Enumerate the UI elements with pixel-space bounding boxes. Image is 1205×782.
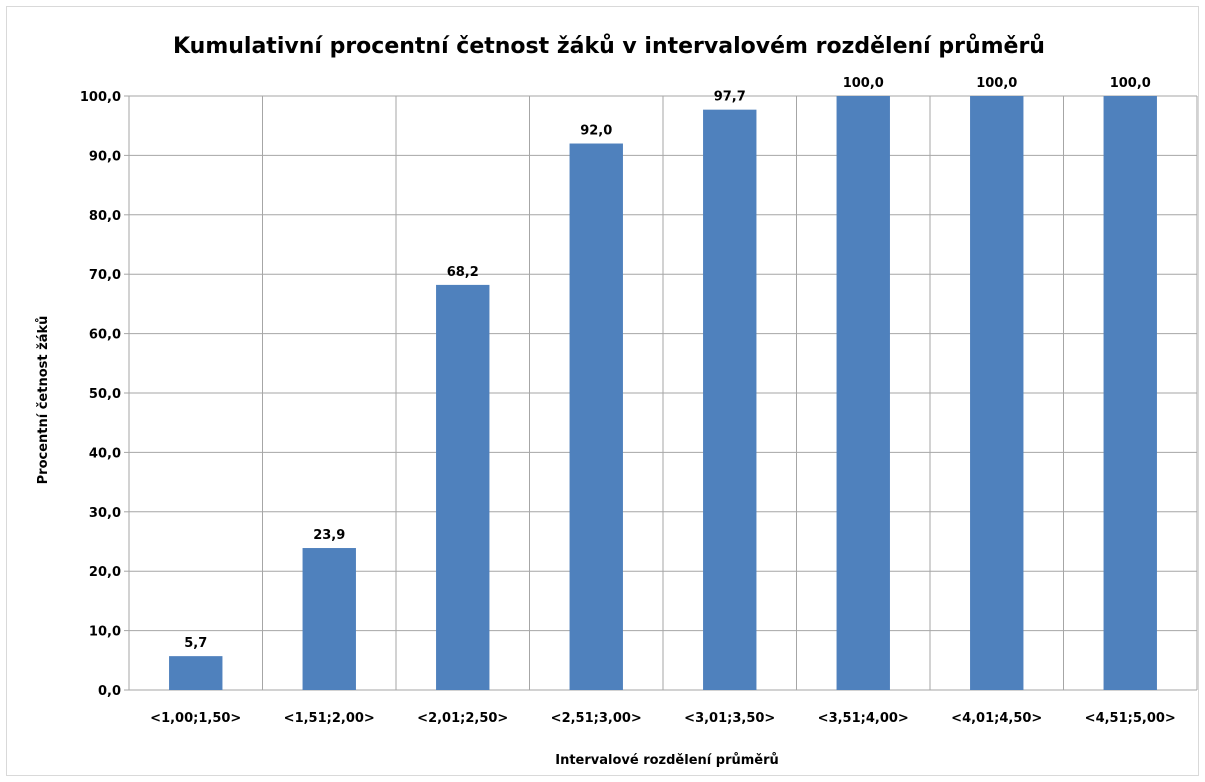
- y-tick-label: 70,0: [89, 268, 121, 283]
- y-tick-label: 30,0: [89, 506, 121, 521]
- data-label: 100,0: [1110, 76, 1151, 91]
- chart-frame: Kumulativní procentní četnost žáků v int…: [6, 6, 1199, 776]
- bar-chart: Kumulativní procentní četnost žáků v int…: [36, 34, 1198, 768]
- y-tick-label: 100,0: [80, 90, 121, 105]
- bar: [569, 143, 623, 690]
- bar: [1103, 96, 1157, 690]
- x-axis-ticks: <1,00;1,50> <1,51;2,00> <2,01;2,50> <2,51;3…: [150, 711, 1176, 726]
- y-tick-label: 80,0: [89, 209, 121, 224]
- data-label: 5,7: [184, 636, 207, 651]
- gridlines: [128, 95, 1198, 691]
- y-axis-ticks: 0,0 10,0 20,0 30,0 40,0 50,0 60,0 70,0 80,0 90,0 1…: [80, 90, 129, 699]
- data-label: 97,7: [714, 90, 746, 105]
- data-label: 100,0: [976, 76, 1017, 91]
- y-tick-label: 50,0: [89, 387, 121, 402]
- data-label: 68,2: [447, 265, 479, 280]
- data-label: 92,0: [580, 124, 612, 139]
- x-tick-label: <4,01;4,50>: [951, 711, 1042, 726]
- y-tick-label: 20,0: [89, 565, 121, 580]
- y-tick-label: 0,0: [98, 684, 121, 699]
- x-tick-label: <3,51;4,00>: [818, 711, 909, 726]
- bar: [970, 96, 1024, 690]
- x-tick-label: <2,01;2,50>: [417, 711, 508, 726]
- y-tick-label: 60,0: [89, 328, 121, 343]
- data-labels: 5,7 23,9 68,2 92,0 97,7 100,0 100,0 100,0: [184, 76, 1151, 651]
- x-tick-label: <2,51;3,00>: [551, 711, 642, 726]
- y-tick-label: 40,0: [89, 446, 121, 461]
- x-axis-title: Intervalové rozdělení průměrů: [555, 753, 779, 768]
- x-tick-label: <1,51;2,00>: [284, 711, 375, 726]
- y-tick-label: 10,0: [89, 625, 121, 640]
- x-tick-label: <3,01;3,50>: [684, 711, 775, 726]
- chart-title: Kumulativní procentní četnost žáků v int…: [173, 34, 1045, 59]
- bar: [302, 548, 356, 690]
- bar: [703, 109, 757, 691]
- y-tick-label: 90,0: [89, 149, 121, 164]
- x-tick-label: <4,51;5,00>: [1085, 711, 1176, 726]
- data-label: 23,9: [313, 528, 345, 543]
- bar: [169, 656, 223, 690]
- bar: [436, 284, 490, 690]
- data-label: 100,0: [843, 76, 884, 91]
- x-tick-label: <1,00;1,50>: [150, 711, 241, 726]
- bar: [836, 96, 890, 690]
- bars: [169, 96, 1157, 691]
- y-axis-title: Procentní četnost žáků: [36, 316, 51, 485]
